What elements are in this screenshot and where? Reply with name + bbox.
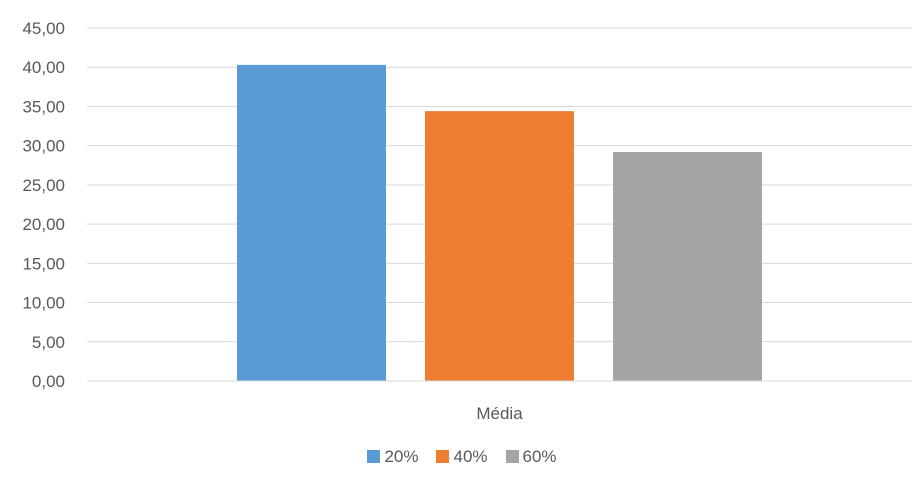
y-tick-label: 35,00 bbox=[22, 97, 65, 116]
y-tick-label: 15,00 bbox=[22, 254, 65, 273]
y-tick-label: 5,00 bbox=[32, 333, 65, 352]
legend-item-60pct: 60% bbox=[505, 446, 557, 466]
y-axis-tick-labels: 0,00 5,00 10,00 15,00 20,00 25,00 30,00 35,00 40… bbox=[22, 19, 65, 391]
legend-label: 40% bbox=[453, 446, 488, 466]
legend-swatch bbox=[436, 449, 450, 463]
legend-swatch bbox=[505, 449, 519, 463]
legend: 20% 40% 60% bbox=[0, 443, 924, 469]
y-tick-label: 25,00 bbox=[22, 176, 65, 195]
legend-label: 20% bbox=[384, 446, 419, 466]
y-tick-label: 0,00 bbox=[32, 372, 65, 391]
x-axis-category-labels: Média bbox=[476, 404, 523, 423]
legend-swatch bbox=[367, 449, 381, 463]
bar-20pct bbox=[237, 64, 386, 381]
y-tick-label: 20,00 bbox=[22, 215, 65, 234]
y-tick-label: 40,00 bbox=[22, 58, 65, 77]
legend-item-40pct: 40% bbox=[436, 446, 488, 466]
legend-label: 60% bbox=[522, 446, 557, 466]
bar-60pct bbox=[613, 151, 762, 381]
y-tick-label: 45,00 bbox=[22, 19, 65, 38]
bar-40pct bbox=[425, 111, 574, 381]
y-tick-label: 10,00 bbox=[22, 294, 65, 313]
legend-item-20pct: 20% bbox=[367, 448, 418, 465]
bars bbox=[237, 64, 762, 381]
x-category-label: Média bbox=[476, 404, 523, 423]
y-tick-label: 30,00 bbox=[22, 137, 65, 156]
